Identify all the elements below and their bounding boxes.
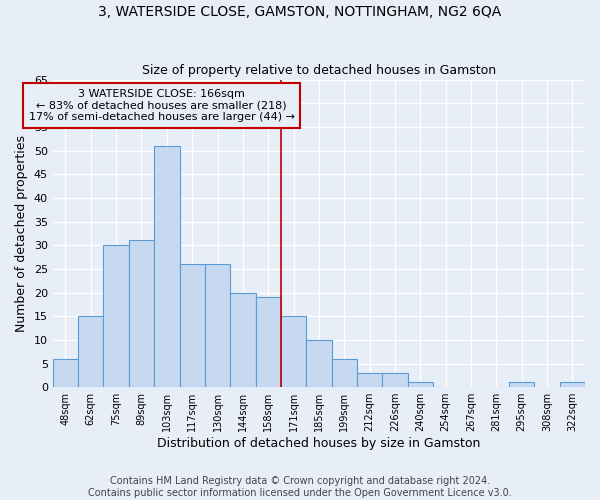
Bar — [103, 245, 129, 387]
Bar — [154, 146, 179, 387]
Bar — [407, 382, 433, 387]
Text: Contains HM Land Registry data © Crown copyright and database right 2024.
Contai: Contains HM Land Registry data © Crown c… — [88, 476, 512, 498]
X-axis label: Distribution of detached houses by size in Gamston: Distribution of detached houses by size … — [157, 437, 481, 450]
Bar — [179, 264, 205, 387]
Text: 3, WATERSIDE CLOSE, GAMSTON, NOTTINGHAM, NG2 6QA: 3, WATERSIDE CLOSE, GAMSTON, NOTTINGHAM,… — [98, 5, 502, 19]
Bar — [560, 382, 585, 387]
Bar — [357, 373, 382, 387]
Bar — [78, 316, 103, 387]
Text: 3 WATERSIDE CLOSE: 166sqm
← 83% of detached houses are smaller (218)
17% of semi: 3 WATERSIDE CLOSE: 166sqm ← 83% of detac… — [29, 89, 295, 122]
Bar — [205, 264, 230, 387]
Bar — [230, 292, 256, 387]
Bar — [509, 382, 535, 387]
Bar — [382, 373, 407, 387]
Bar — [332, 359, 357, 387]
Bar — [281, 316, 306, 387]
Y-axis label: Number of detached properties: Number of detached properties — [15, 135, 28, 332]
Bar — [53, 359, 78, 387]
Bar — [306, 340, 332, 387]
Bar — [256, 298, 281, 387]
Title: Size of property relative to detached houses in Gamston: Size of property relative to detached ho… — [142, 64, 496, 77]
Bar — [129, 240, 154, 387]
